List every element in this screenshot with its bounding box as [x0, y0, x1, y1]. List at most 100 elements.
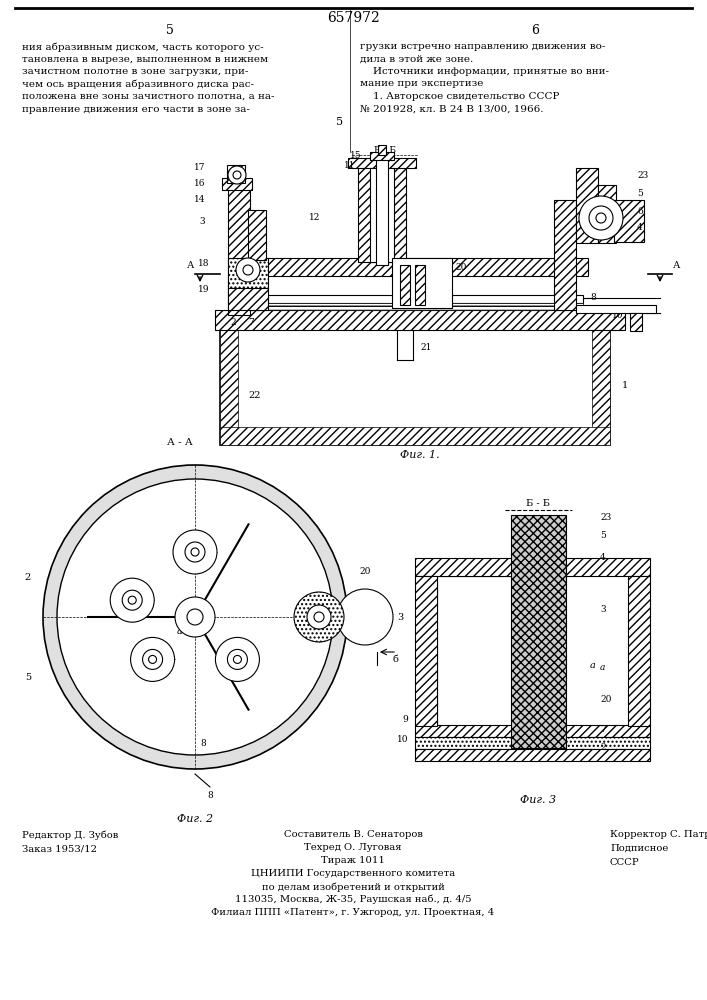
Text: 9: 9: [402, 716, 408, 724]
Bar: [228, 258, 268, 288]
Circle shape: [228, 166, 246, 184]
Text: 10: 10: [397, 736, 408, 744]
Text: a: a: [600, 664, 605, 672]
Text: Редактор Д. Зубов: Редактор Д. Зубов: [22, 830, 118, 840]
Circle shape: [233, 171, 241, 179]
Text: 1. Авторское свидетельство СССР: 1. Авторское свидетельство СССР: [360, 92, 559, 101]
Circle shape: [337, 589, 393, 645]
Bar: [576, 305, 656, 313]
Text: 11: 11: [344, 160, 355, 169]
Text: 6: 6: [531, 23, 539, 36]
Circle shape: [236, 258, 260, 282]
Text: ЦНИИПИ Государственного комитета: ЦНИИПИ Государственного комитета: [251, 869, 455, 878]
Bar: [628, 576, 650, 726]
Circle shape: [143, 649, 163, 669]
Circle shape: [307, 605, 331, 629]
Circle shape: [110, 578, 154, 622]
Text: положена вне зоны зачистного полотна, а на-: положена вне зоны зачистного полотна, а …: [22, 92, 274, 101]
Circle shape: [173, 530, 217, 574]
Circle shape: [294, 592, 344, 642]
Bar: [220, 330, 610, 445]
Circle shape: [187, 609, 203, 625]
Bar: [598, 185, 616, 243]
Text: по делам изобретений и открытий: по делам изобретений и открытий: [262, 882, 445, 892]
Text: 6: 6: [637, 208, 643, 217]
Text: 3: 3: [600, 605, 606, 614]
Text: Составитель В. Сенаторов: Составитель В. Сенаторов: [284, 830, 423, 839]
Text: дила в этой же зоне.: дила в этой же зоне.: [360, 54, 473, 64]
Text: a: a: [590, 660, 596, 670]
Text: правление движения его части в зоне за-: правление движения его части в зоне за-: [22, 104, 250, 113]
Text: тановлена в вырезе, выполненном в нижнем: тановлена в вырезе, выполненном в нижнем: [22, 54, 268, 64]
Text: Подписное: Подписное: [610, 844, 668, 853]
Bar: [227, 165, 245, 183]
Text: 2: 2: [25, 572, 31, 582]
Circle shape: [314, 612, 324, 622]
Bar: [576, 168, 598, 243]
Text: 20: 20: [600, 696, 612, 704]
Circle shape: [43, 465, 347, 769]
Bar: [215, 310, 625, 330]
Bar: [248, 210, 266, 260]
Circle shape: [243, 265, 253, 275]
Bar: [268, 295, 583, 303]
Text: 2: 2: [600, 744, 606, 752]
Text: 7: 7: [248, 318, 254, 327]
Text: a: a: [177, 628, 183, 637]
Bar: [358, 162, 406, 262]
Text: 22: 22: [248, 390, 260, 399]
Bar: [437, 576, 527, 726]
Bar: [378, 145, 386, 155]
Bar: [614, 200, 644, 242]
Text: 5: 5: [637, 188, 643, 198]
Text: 19: 19: [197, 286, 209, 294]
Text: 9: 9: [600, 306, 606, 314]
Bar: [248, 258, 588, 276]
Text: б: б: [392, 654, 398, 664]
Text: Б - Б: Б - Б: [374, 146, 396, 155]
Circle shape: [185, 542, 205, 562]
Text: 21: 21: [420, 344, 431, 353]
Text: СССР: СССР: [610, 858, 640, 867]
Text: 657972: 657972: [327, 11, 380, 25]
Text: Тираж 1011: Тираж 1011: [321, 856, 385, 865]
Text: А: А: [673, 261, 680, 270]
Text: 20: 20: [359, 568, 370, 576]
Bar: [415, 558, 650, 576]
Text: 23: 23: [637, 170, 648, 180]
Circle shape: [148, 655, 156, 663]
Text: 113035, Москва, Ж-35, Раушская наб., д. 4/5: 113035, Москва, Ж-35, Раушская наб., д. …: [235, 895, 472, 904]
Text: 5: 5: [25, 672, 31, 682]
Text: 10: 10: [612, 312, 624, 320]
Text: Фиг. 2: Фиг. 2: [177, 814, 213, 824]
Circle shape: [596, 213, 606, 223]
Bar: [415, 725, 650, 737]
Circle shape: [216, 637, 259, 681]
Text: Техред О. Луговая: Техред О. Луговая: [304, 843, 402, 852]
Text: 5: 5: [337, 117, 344, 127]
Text: А - А: А - А: [167, 438, 193, 447]
Text: 8: 8: [590, 294, 596, 302]
Text: 12: 12: [309, 214, 320, 223]
Text: зачистном полотне в зоне загрузки, при-: зачистном полотне в зоне загрузки, при-: [22, 67, 248, 76]
Text: 18: 18: [197, 258, 209, 267]
Text: 17: 17: [194, 163, 205, 172]
Circle shape: [233, 655, 241, 663]
Circle shape: [579, 196, 623, 240]
Bar: [400, 265, 410, 305]
Circle shape: [128, 596, 136, 604]
Bar: [222, 178, 252, 190]
Bar: [415, 737, 650, 749]
Text: 14: 14: [194, 196, 205, 205]
Bar: [268, 303, 583, 310]
Bar: [228, 185, 250, 315]
Text: 5: 5: [166, 23, 174, 36]
Text: 20: 20: [455, 263, 467, 272]
Bar: [228, 288, 268, 310]
Text: ния абразивным диском, часть которого ус-: ния абразивным диском, часть которого ус…: [22, 42, 264, 51]
Text: 16: 16: [194, 178, 205, 188]
Bar: [220, 427, 610, 445]
Text: 4: 4: [600, 554, 606, 562]
Text: мание при экспертизе: мание при экспертизе: [360, 80, 484, 89]
Text: 1: 1: [622, 380, 629, 389]
